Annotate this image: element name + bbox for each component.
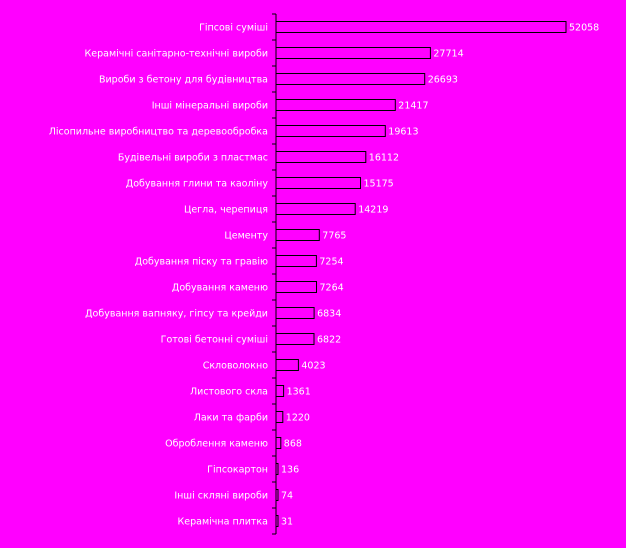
value-label-8: 7765 bbox=[322, 231, 346, 242]
category-label-7: Цегла, черепиця bbox=[184, 205, 268, 216]
bar-15 bbox=[275, 411, 284, 423]
category-label-8: Цементу bbox=[224, 231, 268, 242]
value-label-14: 1361 bbox=[287, 387, 311, 398]
value-label-10: 7264 bbox=[320, 283, 344, 294]
bar-7 bbox=[275, 203, 356, 215]
bar-14 bbox=[275, 385, 285, 397]
value-label-13: 4023 bbox=[301, 361, 325, 372]
value-label-5: 16112 bbox=[369, 153, 399, 164]
category-label-5: Будівельні вироби з пластмас bbox=[118, 153, 268, 164]
bar-8 bbox=[275, 229, 320, 241]
value-label-9: 7254 bbox=[319, 257, 343, 268]
category-label-4: Лісопильне виробництво та деревообробка bbox=[49, 127, 268, 138]
bar-3 bbox=[275, 99, 396, 111]
value-label-11: 6834 bbox=[317, 309, 341, 320]
value-label-4: 19613 bbox=[388, 127, 418, 138]
category-label-0: Гіпсові суміші bbox=[199, 23, 268, 34]
value-label-16: 868 bbox=[284, 439, 302, 450]
value-label-0: 52058 bbox=[569, 23, 599, 34]
category-label-12: Готові бетонні суміші bbox=[161, 335, 268, 346]
bar-9 bbox=[275, 255, 317, 267]
bar-5 bbox=[275, 151, 367, 163]
value-label-17: 136 bbox=[281, 465, 299, 476]
bar-4 bbox=[275, 125, 386, 137]
category-label-1: Керамічні санітарно-технічні вироби bbox=[85, 49, 268, 60]
category-label-3: Інші мінеральні вироби bbox=[152, 101, 268, 112]
category-label-18: Інші скляні вироби bbox=[174, 491, 268, 502]
value-label-12: 6822 bbox=[317, 335, 341, 346]
value-label-18: 74 bbox=[281, 491, 293, 502]
value-label-15: 1220 bbox=[286, 413, 310, 424]
category-label-13: Скловолокно bbox=[203, 361, 269, 372]
category-label-9: Добування піску та гравію bbox=[135, 257, 268, 268]
value-label-1: 27714 bbox=[433, 49, 463, 60]
category-label-16: Оброблення каменю bbox=[165, 439, 268, 450]
value-label-19: 31 bbox=[281, 517, 293, 528]
value-label-7: 14219 bbox=[358, 205, 388, 216]
bar-13 bbox=[275, 359, 299, 371]
bar-0 bbox=[275, 21, 567, 33]
bar-1 bbox=[275, 47, 431, 59]
bar-16 bbox=[275, 437, 282, 449]
bar-6 bbox=[275, 177, 361, 189]
value-label-6: 15175 bbox=[364, 179, 394, 190]
category-label-11: Добування вапняку, гіпсу та крейди bbox=[85, 309, 268, 320]
bar-2 bbox=[275, 73, 426, 85]
category-label-6: Добування глини та каоліну bbox=[126, 179, 269, 190]
category-label-15: Лаки та фарби bbox=[194, 413, 268, 424]
bar-12 bbox=[275, 333, 315, 345]
category-label-19: Керамічна плитка bbox=[178, 517, 268, 528]
category-label-14: Листового скла bbox=[190, 387, 268, 398]
value-label-2: 26693 bbox=[428, 75, 458, 86]
bar-10 bbox=[275, 281, 317, 293]
category-label-2: Вироби з бетону для будівництва bbox=[99, 75, 268, 86]
category-label-17: Гіпсокартон bbox=[207, 465, 268, 476]
category-label-10: Добування каменю bbox=[172, 283, 268, 294]
value-label-3: 21417 bbox=[398, 101, 428, 112]
bar-11 bbox=[275, 307, 315, 319]
